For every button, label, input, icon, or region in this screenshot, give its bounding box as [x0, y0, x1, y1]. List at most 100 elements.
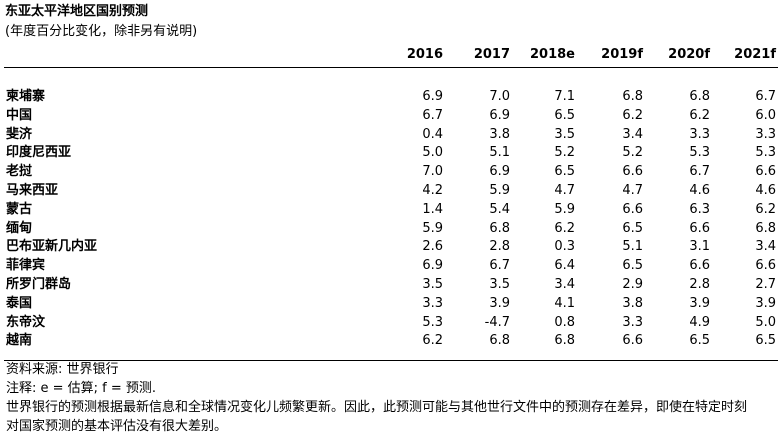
- subtitle: (年度百分比变化，除非另有说明): [5, 24, 198, 39]
- cell: 4.6: [755, 183, 776, 198]
- cell: 6.9: [422, 89, 443, 104]
- cell: 3.3: [689, 126, 710, 142]
- row-label: 菲律宾: [6, 258, 46, 274]
- cell: 5.3: [689, 145, 710, 161]
- cell: 3.9: [755, 295, 776, 311]
- cell: 6.8: [689, 89, 710, 104]
- row-label: 所罗门群岛: [6, 277, 72, 292]
- cell: 3.1: [689, 239, 710, 255]
- title: 东亚太平洋地区国别预测: [5, 4, 149, 19]
- cell: 6.7: [755, 89, 776, 104]
- cell: 3.4: [755, 239, 776, 255]
- cell: 2.9: [622, 277, 643, 292]
- cell: 0.4: [422, 126, 443, 142]
- row-label: 巴布亚新几内亚: [6, 239, 98, 255]
- cell: 4.2: [422, 183, 443, 198]
- cell: 7.1: [554, 89, 575, 104]
- cell: 6.3: [689, 201, 710, 217]
- cell: 6.8: [489, 220, 510, 236]
- note: 对国家预测的基本评估没有很大差别。: [6, 419, 228, 434]
- cell: 6.6: [755, 164, 776, 180]
- cell: 5.1: [489, 145, 510, 161]
- cell: 2.6: [422, 239, 443, 255]
- cell: 6.2: [422, 333, 443, 349]
- cell: 5.4: [489, 201, 510, 217]
- row-label: 马来西亚: [6, 183, 59, 198]
- rule: [4, 67, 778, 68]
- cell: 3.3: [422, 295, 443, 311]
- cell: 7.0: [422, 164, 443, 180]
- column-header: 2019f: [601, 47, 643, 62]
- note: 世界银行的预测根据最新信息和全球情况变化儿频繁更新。因此，此预测可能与其他世行文…: [6, 400, 748, 415]
- cell: 3.3: [755, 126, 776, 142]
- column-header: 2017: [473, 47, 510, 62]
- row-label: 东帝汶: [6, 314, 46, 330]
- cell: 6.7: [689, 164, 710, 180]
- row-label: 印度尼西亚: [6, 145, 72, 161]
- column-header: 2020f: [668, 47, 710, 62]
- cell: 3.8: [489, 126, 510, 142]
- cell: 3.4: [554, 277, 575, 292]
- cell: 6.8: [554, 333, 575, 349]
- cell: 7.0: [489, 89, 510, 104]
- row-label: 斐济: [6, 126, 33, 142]
- cell: 5.0: [755, 314, 776, 330]
- row-label: 越南: [6, 333, 33, 349]
- cell: 4.6: [689, 183, 710, 198]
- cell: 6.5: [554, 164, 575, 180]
- cell: 3.5: [422, 277, 443, 292]
- cell: 4.9: [689, 314, 710, 330]
- rule: [4, 360, 778, 361]
- cell: 5.9: [554, 201, 575, 217]
- cell: 6.5: [755, 333, 776, 349]
- cell: 6.6: [689, 258, 710, 274]
- cell: 6.9: [489, 164, 510, 180]
- cell: 6.9: [489, 107, 510, 123]
- cell: 4.1: [554, 295, 575, 311]
- cell: 4.7: [554, 183, 575, 198]
- cell: 2.8: [489, 239, 510, 255]
- cell: 3.3: [622, 314, 643, 330]
- cell: 2.8: [689, 277, 710, 292]
- cell: 6.0: [755, 107, 776, 123]
- cell: 3.4: [622, 126, 643, 142]
- cell: 6.4: [554, 258, 575, 274]
- cell: 6.8: [489, 333, 510, 349]
- cell: 6.6: [622, 164, 643, 180]
- cell: 2.7: [755, 277, 776, 292]
- cell: 6.9: [422, 258, 443, 274]
- cell: 6.2: [755, 201, 776, 217]
- row-label: 缅甸: [6, 220, 33, 236]
- cell: 5.2: [554, 145, 575, 161]
- cell: 0.3: [554, 239, 575, 255]
- cell: 6.8: [622, 89, 643, 104]
- cell: 3.5: [554, 126, 575, 142]
- cell: 5.2: [622, 145, 643, 161]
- cell: 5.3: [422, 314, 443, 330]
- cell: 0.8: [554, 314, 575, 330]
- cell: 5.0: [422, 145, 443, 161]
- cell: 6.2: [622, 107, 643, 123]
- column-header: 2018e: [530, 47, 575, 62]
- cell: 3.9: [489, 295, 510, 311]
- cell: 5.3: [755, 145, 776, 161]
- row-label: 泰国: [6, 295, 33, 311]
- cell: 6.5: [689, 333, 710, 349]
- row-label: 蒙古: [6, 201, 33, 217]
- column-header: 2016: [406, 47, 443, 62]
- cell: 6.6: [755, 258, 776, 274]
- cell: 3.8: [622, 295, 643, 311]
- note: 注释: e = 估算; f = 预测.: [6, 381, 157, 396]
- cell: 6.7: [489, 258, 510, 274]
- cell: 6.2: [689, 107, 710, 123]
- cell: -4.7: [484, 314, 510, 330]
- note: 资料来源: 世界银行: [6, 362, 119, 377]
- cell: 3.9: [689, 295, 710, 311]
- cell: 6.5: [622, 258, 643, 274]
- cell: 6.6: [689, 220, 710, 236]
- cell: 4.7: [622, 183, 643, 198]
- cell: 1.4: [422, 201, 443, 217]
- cell: 6.5: [622, 220, 643, 236]
- cell: 3.5: [489, 277, 510, 292]
